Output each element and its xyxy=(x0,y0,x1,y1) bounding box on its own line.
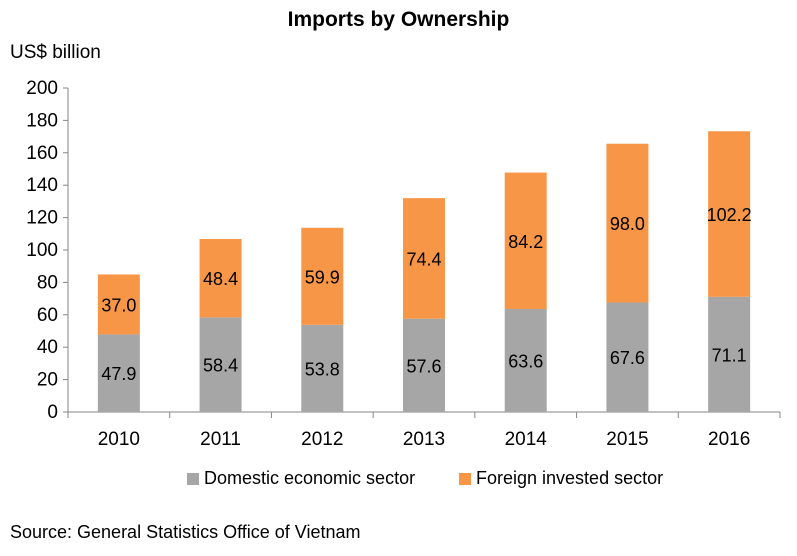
y-tick-label: 80 xyxy=(37,272,58,293)
bar-domestic xyxy=(504,308,547,412)
data-label-domestic: 53.8 xyxy=(305,359,340,379)
bar-domestic xyxy=(199,317,242,412)
x-tick-label: 2015 xyxy=(606,429,648,450)
bar-foreign xyxy=(403,198,445,319)
data-label-foreign: 84.2 xyxy=(508,232,543,252)
x-tick-label: 2013 xyxy=(403,429,445,450)
legend-item-domestic: Domestic economic sector xyxy=(187,468,415,489)
bar-domestic xyxy=(606,302,649,412)
y-tick-label: 40 xyxy=(37,337,58,358)
chart-title: Imports by Ownership xyxy=(287,8,510,31)
data-label-foreign: 48.4 xyxy=(203,269,238,289)
data-label-foreign: 74.4 xyxy=(406,249,441,269)
data-label-domestic: 71.1 xyxy=(712,345,747,365)
data-label-foreign: 59.9 xyxy=(305,267,340,287)
y-tick-label: 200 xyxy=(26,78,58,99)
data-label-foreign: 98.0 xyxy=(610,214,645,234)
legend-label-foreign: Foreign invested sector xyxy=(476,468,664,488)
bar-foreign xyxy=(199,238,242,318)
legend-label-domestic: Domestic economic sector xyxy=(204,468,416,488)
x-tick-label: 2012 xyxy=(301,429,343,450)
data-label-domestic: 63.6 xyxy=(508,351,543,371)
bar-domestic xyxy=(403,318,445,412)
bar-domestic xyxy=(301,324,344,412)
data-label-domestic: 57.6 xyxy=(406,356,441,376)
y-tick-label: 180 xyxy=(26,110,58,131)
bar-foreign xyxy=(708,131,751,297)
x-tick-label: 2014 xyxy=(505,429,548,450)
bar-domestic xyxy=(708,296,751,412)
data-label-foreign: 37.0 xyxy=(101,295,136,315)
bar-foreign xyxy=(301,227,344,325)
data-label-domestic: 58.4 xyxy=(203,356,238,376)
source-note: Source: General Statistics Office of Vie… xyxy=(10,522,361,542)
x-tick-label: 2016 xyxy=(708,429,750,450)
y-tick-label: 20 xyxy=(37,370,58,391)
y-axis-label: US$ billion xyxy=(10,42,101,63)
x-tick-label: 2011 xyxy=(200,429,241,450)
data-label-foreign: 102.2 xyxy=(707,205,752,225)
y-tick-label: 120 xyxy=(26,208,58,229)
y-tick-label: 0 xyxy=(47,402,58,423)
data-label-domestic: 47.9 xyxy=(101,364,136,384)
data-label-domestic: 67.6 xyxy=(610,348,645,368)
bar-domestic xyxy=(97,334,140,412)
legend-swatch-foreign xyxy=(459,472,471,485)
legend: Domestic economic sector Foreign investe… xyxy=(0,468,797,498)
bar-foreign xyxy=(97,274,140,335)
legend-item-foreign: Foreign invested sector xyxy=(459,468,663,489)
y-tick-label: 60 xyxy=(37,305,58,326)
bar-foreign xyxy=(606,143,649,303)
legend-swatch-domestic xyxy=(187,472,199,485)
x-tick-label: 2010 xyxy=(98,429,140,450)
bar-foreign xyxy=(504,172,547,309)
y-tick-label: 140 xyxy=(26,175,58,196)
y-tick-label: 100 xyxy=(26,240,58,261)
y-tick-label: 160 xyxy=(26,143,58,164)
